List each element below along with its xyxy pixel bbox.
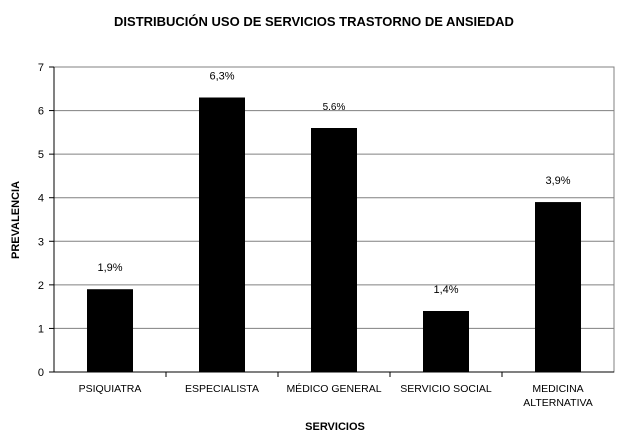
x-category-label: SERVICIO SOCIAL bbox=[400, 383, 492, 395]
bar bbox=[311, 128, 357, 372]
x-category-label: MÉDICO GENERAL bbox=[286, 382, 381, 395]
data-label: 3,9% bbox=[545, 175, 570, 187]
bar bbox=[199, 97, 245, 372]
data-label: 1,4% bbox=[433, 284, 458, 296]
y-tick-label: 1 bbox=[38, 323, 44, 335]
data-label: 5.6% bbox=[323, 102, 346, 113]
x-category-label: MEDICINA bbox=[532, 383, 583, 395]
y-tick-label: 4 bbox=[38, 193, 44, 205]
data-label: 1,9% bbox=[97, 262, 122, 274]
x-category-label: ALTERNATIVA bbox=[523, 397, 592, 409]
y-tick-label: 7 bbox=[38, 62, 44, 74]
bar bbox=[423, 311, 469, 372]
y-tick-label: 2 bbox=[38, 280, 44, 292]
axes bbox=[49, 66, 614, 377]
bars bbox=[87, 97, 581, 372]
x-category-labels: PSIQUIATRA ESPECIALISTA MÉDICO GENERAL SERV… bbox=[79, 382, 593, 409]
chart-title: DISTRIBUCIÓN USO DE SERVICIOS TRASTORNO … bbox=[114, 14, 514, 29]
data-label: 6,3% bbox=[209, 71, 234, 83]
bar bbox=[535, 202, 581, 372]
y-tick-label: 5 bbox=[38, 149, 44, 161]
x-axis-title: SERVICIOS bbox=[305, 421, 365, 433]
x-category-label: ESPECIALISTA bbox=[185, 383, 259, 395]
y-tick-label: 6 bbox=[38, 106, 44, 118]
y-axis-title: PREVALENCIA bbox=[10, 181, 22, 259]
y-tick-label: 0 bbox=[38, 367, 44, 379]
data-labels: 1,9% 6,3% 5.6% 1,4% 3,9% bbox=[97, 71, 570, 297]
y-tick-labels: 0 1 2 3 4 5 6 7 bbox=[38, 62, 44, 379]
bar bbox=[87, 289, 133, 372]
x-category-label: PSIQUIATRA bbox=[79, 383, 142, 395]
y-tick-label: 3 bbox=[38, 236, 44, 248]
